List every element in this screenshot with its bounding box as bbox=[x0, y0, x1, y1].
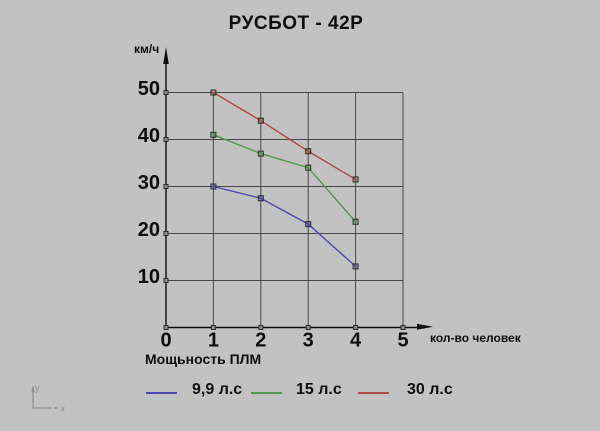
y-tick-label: 40 bbox=[138, 125, 160, 147]
series-2 bbox=[210, 89, 359, 183]
x-axis-arrow bbox=[417, 323, 433, 330]
x-tick-labels: 0 1 2 3 4 5 bbox=[160, 330, 408, 352]
axis-ticks bbox=[163, 90, 406, 330]
data-point-marker bbox=[210, 131, 217, 138]
data-point-marker bbox=[352, 263, 359, 270]
series-0 bbox=[210, 183, 359, 270]
legend-line-swatch-15hp bbox=[251, 392, 282, 394]
x-tick-label: 5 bbox=[397, 330, 408, 352]
grid bbox=[166, 92, 404, 328]
y-axis-arrow bbox=[163, 47, 169, 64]
x-tick-label: 1 bbox=[208, 330, 219, 352]
legend-label-15hp: 15 л.с bbox=[296, 381, 342, 398]
series-line bbox=[213, 185, 357, 267]
y-tick-label: 20 bbox=[138, 219, 160, 241]
x-tick-label: 3 bbox=[303, 330, 314, 352]
data-point-marker bbox=[305, 148, 312, 155]
ucs-x-label: x bbox=[61, 404, 66, 414]
x-tick-label: 2 bbox=[255, 330, 266, 352]
ucs-axes-icon: y x bbox=[31, 383, 66, 414]
data-point-marker bbox=[257, 150, 264, 157]
page-title: РУСБОТ - 42Р bbox=[228, 13, 364, 34]
legend-title: Мощьность ПЛМ bbox=[145, 351, 262, 367]
data-point-marker bbox=[257, 195, 264, 202]
legend-line-swatch-30hp bbox=[358, 392, 389, 394]
y-tick-label: 30 bbox=[138, 172, 160, 194]
axes bbox=[163, 47, 433, 330]
series-line bbox=[213, 91, 356, 181]
x-tick-label: 4 bbox=[350, 330, 362, 352]
data-point-marker bbox=[305, 164, 312, 171]
data-point-marker bbox=[352, 218, 359, 225]
series-1 bbox=[210, 131, 359, 225]
y-axis-unit-label: км/ч bbox=[134, 42, 160, 56]
x-tick-label: 0 bbox=[160, 330, 171, 352]
data-point-marker bbox=[352, 176, 359, 183]
legend-label-9-9hp: 9,9 л.с bbox=[192, 381, 243, 398]
data-point-marker bbox=[257, 117, 264, 124]
x-axis-label: кол-во человек bbox=[430, 331, 521, 345]
y-tick-label: 10 bbox=[138, 266, 160, 288]
legend-line-swatch-9-9hp bbox=[146, 392, 177, 394]
ucs-y-label: y bbox=[35, 383, 40, 393]
legend-label-30hp: 30 л.с bbox=[407, 381, 453, 398]
data-point-marker bbox=[210, 89, 217, 96]
data-point-marker bbox=[210, 183, 217, 190]
data-point-marker bbox=[305, 221, 312, 228]
y-tick-label: 50 bbox=[138, 78, 160, 100]
y-tick-labels: 10 20 30 40 50 bbox=[138, 78, 160, 288]
series-line bbox=[213, 134, 357, 223]
